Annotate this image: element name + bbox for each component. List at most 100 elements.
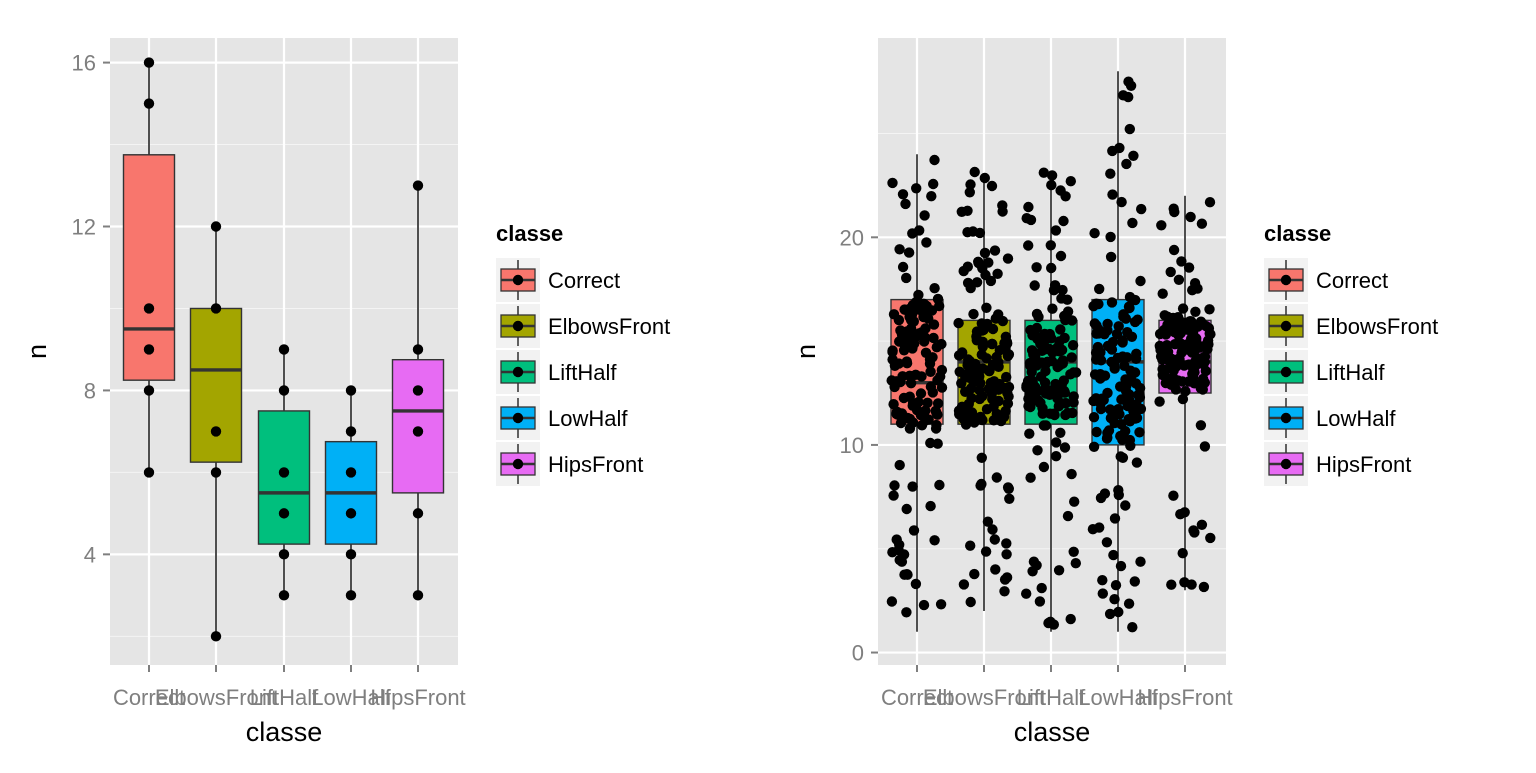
jitter-point [906,335,917,346]
jitter-point [907,481,918,492]
jitter-point [990,564,1001,575]
jitter-point [1184,323,1196,334]
jitter-point [1120,500,1131,511]
data-point [143,98,155,109]
legend-label: LiftHalf [548,360,617,385]
jitter-point [901,272,912,284]
data-point [412,426,424,437]
jitter-point [1026,366,1037,378]
jitter-point [1199,441,1211,452]
jitter-point [1113,321,1124,332]
jitter-point [1110,580,1122,591]
jitter-point [1168,490,1179,501]
legend-label: LowHalf [1316,406,1396,431]
jitter-point [1135,275,1146,287]
data-point [412,385,424,396]
jitter-point [894,244,905,255]
jitter-point [1055,324,1066,335]
jitter-point [953,317,964,329]
jitter-point [1004,493,1015,504]
jitter-point [1002,350,1014,362]
jitter-point [908,316,919,327]
jitter-point [1091,426,1102,438]
jitter-point [1136,203,1147,215]
jitter-point [1034,596,1046,607]
jitter-point [1123,76,1134,87]
jitter-point [907,300,918,311]
jitter-point [1180,386,1191,397]
data-point [412,180,424,191]
jitter-point [1124,434,1136,446]
legend-label: HipsFront [1316,452,1411,477]
x-tick-label: HipsFront [1137,685,1232,710]
jitter-point [1189,367,1200,378]
jitter-point [960,419,972,430]
jitter-point [1107,336,1119,348]
legend-key-point [1280,320,1292,332]
y-tick-label: 12 [72,215,96,240]
jitter-point [1031,560,1042,571]
jitter-point [1001,371,1012,383]
jitter-point [1108,549,1119,561]
jitter-point [1198,581,1210,593]
data-point [210,303,222,314]
jitter-point [1066,315,1078,326]
jitter-point [966,407,978,418]
jitter-point [1047,303,1058,314]
jitter-point [1125,365,1136,376]
jitter-point [1032,445,1043,456]
jitter-point [1031,308,1043,320]
jitter-point [1115,560,1127,572]
jitter-point [1036,582,1047,594]
jitter-point [971,277,983,288]
x-tick-label: LowHalf [311,685,391,710]
jitter-point [1055,427,1066,438]
data-point [412,344,424,355]
jitter-point [999,574,1011,585]
data-point [143,57,155,68]
jitter-point [1177,303,1189,314]
jitter-point [1133,389,1144,401]
jitter-point [1038,461,1050,473]
jitter-point [956,401,968,412]
jitter-point [918,298,929,309]
jitter-point [997,315,1008,327]
legend-label: HipsFront [548,452,643,477]
jitter-point [998,382,1009,393]
jitter-point [1067,340,1079,351]
jitter-point [887,346,898,358]
jitter-point [1029,355,1040,367]
legend-key-point [1280,458,1292,470]
jitter-point [1105,168,1116,179]
jitter-point [901,358,913,369]
y-axis-title: n [22,344,52,359]
jitter-point [999,586,1010,597]
jitter-point [1197,373,1209,385]
x-axis-title: classe [1014,717,1091,747]
jitter-point [931,407,942,419]
jitter-point [992,268,1003,279]
jitter-point [1103,425,1115,436]
jitter-point [915,409,927,421]
jitter-point [976,349,987,360]
jitter-point [1190,306,1201,317]
jitter-point [1117,351,1128,362]
jitter-point [969,568,980,580]
jitter-point [1000,331,1012,342]
jitter-point [1093,328,1104,339]
jitter-point [1105,251,1117,263]
jitter-point [1027,330,1038,341]
jitter-point [1126,331,1138,342]
jitter-point [1114,142,1125,154]
legend-label: Correct [1316,268,1388,293]
x-tick-label: ElbowsFront [155,685,277,710]
jitter-point [1104,608,1116,620]
jitter-point [969,166,980,178]
data-point [412,508,424,519]
jitter-point [1088,412,1100,423]
jitter-point [991,472,1002,483]
jitter-point [980,546,992,557]
jitter-point [979,247,991,259]
jitter-point [1113,606,1124,618]
jitter-point [1177,393,1189,405]
